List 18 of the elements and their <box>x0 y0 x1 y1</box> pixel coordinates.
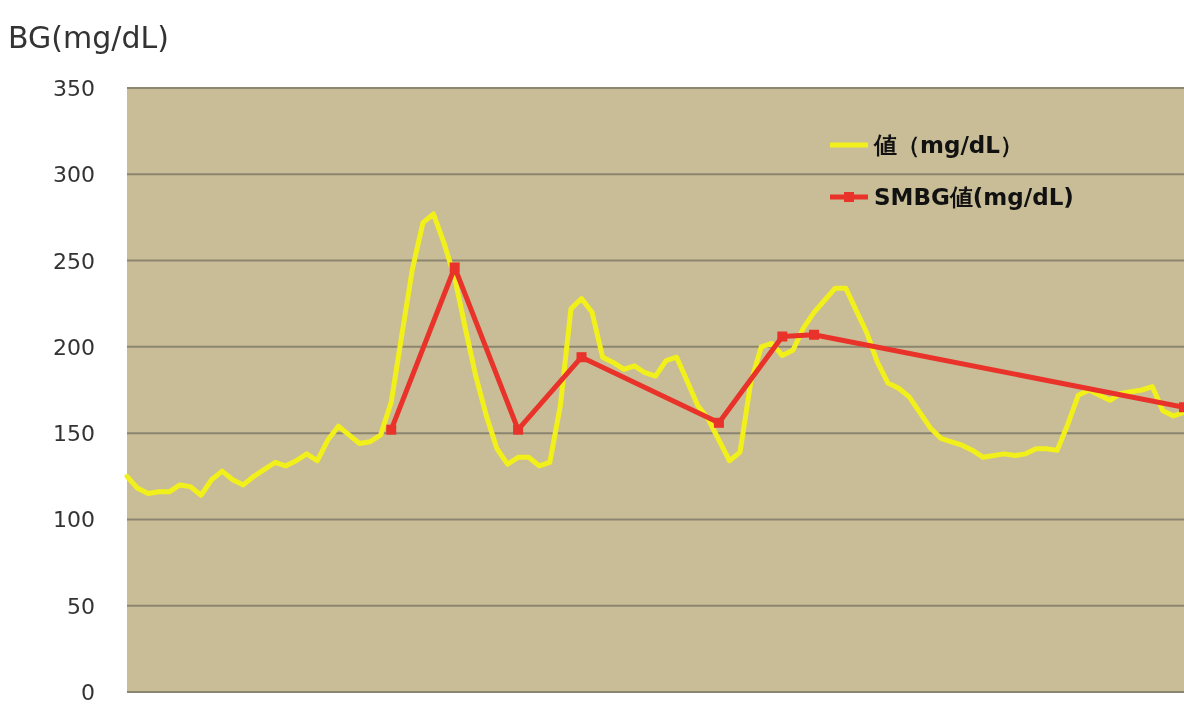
legend-label: 値（mg/dL） <box>873 132 1023 158</box>
point <box>713 417 724 428</box>
y-axis-title: BG(mg/dL) <box>8 20 169 55</box>
y-tick-label: 200 <box>53 334 95 360</box>
point <box>777 331 788 342</box>
point <box>513 424 524 435</box>
point <box>386 424 397 435</box>
y-tick-label: 250 <box>53 248 95 274</box>
y-tick-label: 150 <box>53 421 95 447</box>
y-tick-label: 100 <box>53 507 95 533</box>
point <box>576 352 587 363</box>
y-tick-label: 0 <box>81 680 95 705</box>
y-tick-label: 350 <box>53 76 95 101</box>
y-tick-label: 50 <box>67 593 95 619</box>
legend-label: SMBG値(mg/dL) <box>874 184 1074 210</box>
point <box>449 262 460 273</box>
y-tick-label: 300 <box>53 162 95 188</box>
point <box>809 329 820 340</box>
